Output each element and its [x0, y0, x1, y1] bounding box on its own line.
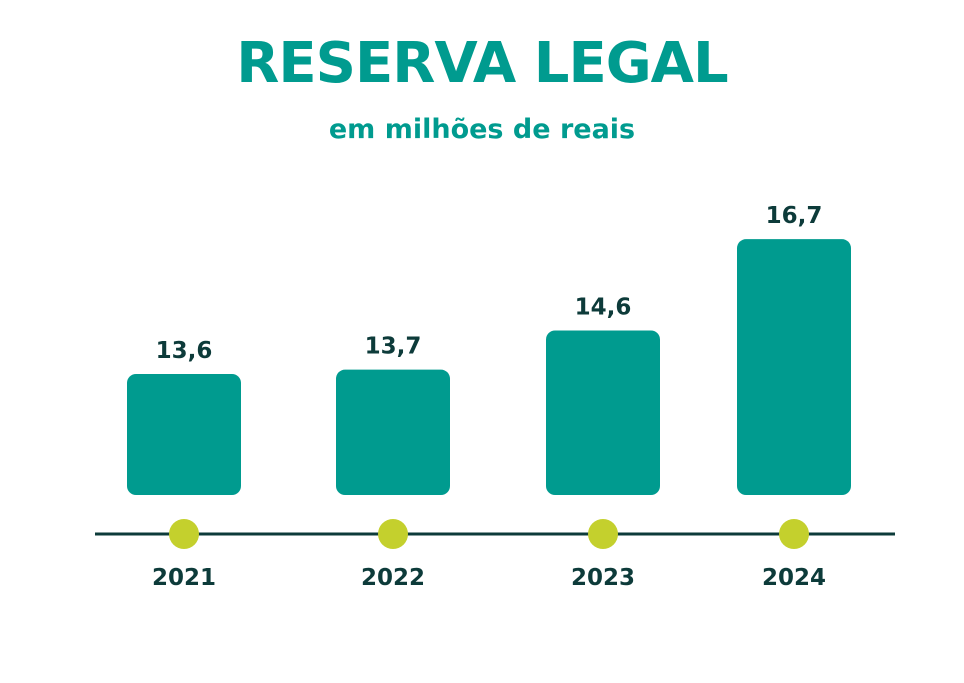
- axis-marker-2023: [588, 519, 618, 549]
- bar-2023: [546, 330, 660, 495]
- bar-2024: [737, 239, 851, 495]
- axis-marker-2022: [378, 519, 408, 549]
- bars-group: 13,6 2021 13,7 2022 14,6 2023 16,7 2024: [127, 203, 851, 591]
- x-tick-label-2023: 2023: [571, 565, 635, 591]
- x-tick-label-2022: 2022: [361, 565, 425, 591]
- value-label-2022: 13,7: [365, 334, 422, 360]
- bar-2022: [336, 369, 450, 495]
- value-label-2023: 14,6: [575, 295, 632, 321]
- axis-marker-2021: [169, 519, 199, 549]
- x-tick-label-2021: 2021: [152, 565, 216, 591]
- chart-subtitle: em milhões de reais: [328, 114, 636, 145]
- value-label-2021: 13,6: [156, 338, 213, 364]
- chart-title: RESERVA LEGAL: [236, 31, 728, 96]
- bar-2021: [127, 374, 241, 495]
- axis-marker-2024: [779, 519, 809, 549]
- x-tick-label-2024: 2024: [762, 565, 826, 591]
- value-label-2024: 16,7: [766, 203, 823, 229]
